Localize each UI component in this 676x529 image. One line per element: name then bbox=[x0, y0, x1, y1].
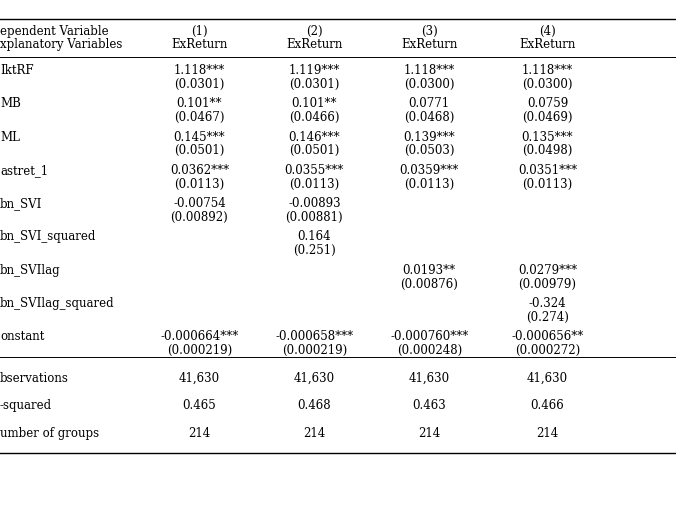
Text: 214: 214 bbox=[304, 427, 325, 440]
Text: ExReturn: ExReturn bbox=[519, 39, 576, 51]
Text: 0.463: 0.463 bbox=[412, 399, 446, 412]
Text: (0.0113): (0.0113) bbox=[289, 178, 339, 190]
Text: (4): (4) bbox=[539, 25, 556, 38]
Text: 0.0193**: 0.0193** bbox=[403, 264, 456, 277]
Text: (0.0501): (0.0501) bbox=[174, 144, 224, 157]
Text: (0.0300): (0.0300) bbox=[404, 78, 454, 90]
Text: -0.00754: -0.00754 bbox=[173, 197, 226, 210]
Text: 0.0279***: 0.0279*** bbox=[518, 264, 577, 277]
Text: (0.0469): (0.0469) bbox=[523, 111, 573, 124]
Text: astret_1: astret_1 bbox=[0, 164, 48, 177]
Text: 41,630: 41,630 bbox=[294, 372, 335, 385]
Text: 214: 214 bbox=[189, 427, 210, 440]
Text: (0.000219): (0.000219) bbox=[282, 344, 347, 357]
Text: (0.00876): (0.00876) bbox=[400, 278, 458, 290]
Text: (3): (3) bbox=[421, 25, 437, 38]
Text: bn_SVIlag_squared: bn_SVIlag_squared bbox=[0, 297, 115, 310]
Text: bservations: bservations bbox=[0, 372, 69, 385]
Text: (0.0498): (0.0498) bbox=[523, 144, 573, 157]
Text: 41,630: 41,630 bbox=[527, 372, 568, 385]
Text: (0.0113): (0.0113) bbox=[174, 178, 224, 190]
Text: ExReturn: ExReturn bbox=[401, 39, 458, 51]
Text: 1.118***: 1.118*** bbox=[522, 64, 573, 77]
Text: 214: 214 bbox=[418, 427, 440, 440]
Text: (0.0466): (0.0466) bbox=[289, 111, 339, 124]
Text: 0.466: 0.466 bbox=[531, 399, 564, 412]
Text: ExReturn: ExReturn bbox=[171, 39, 228, 51]
Text: 1.118***: 1.118*** bbox=[404, 64, 455, 77]
Text: (1): (1) bbox=[191, 25, 208, 38]
Text: (0.0503): (0.0503) bbox=[404, 144, 454, 157]
Text: (0.0301): (0.0301) bbox=[174, 78, 224, 90]
Text: bn_SVI: bn_SVI bbox=[0, 197, 43, 210]
Text: -0.324: -0.324 bbox=[529, 297, 566, 310]
Text: 0.135***: 0.135*** bbox=[522, 131, 573, 143]
Text: onstant: onstant bbox=[0, 331, 45, 343]
Text: MB: MB bbox=[0, 97, 21, 110]
Text: 0.145***: 0.145*** bbox=[174, 131, 225, 143]
Text: ExReturn: ExReturn bbox=[286, 39, 343, 51]
Text: (0.0467): (0.0467) bbox=[174, 111, 224, 124]
Text: -0.00893: -0.00893 bbox=[288, 197, 341, 210]
Text: (0.0113): (0.0113) bbox=[404, 178, 454, 190]
Text: (0.0113): (0.0113) bbox=[523, 178, 573, 190]
Text: 0.0355***: 0.0355*** bbox=[285, 164, 344, 177]
Text: 0.465: 0.465 bbox=[183, 399, 216, 412]
Text: 0.468: 0.468 bbox=[297, 399, 331, 412]
Text: 1.119***: 1.119*** bbox=[289, 64, 340, 77]
Text: umber of groups: umber of groups bbox=[0, 427, 99, 440]
Text: (0.251): (0.251) bbox=[293, 244, 336, 257]
Text: (2): (2) bbox=[306, 25, 322, 38]
Text: (0.274): (0.274) bbox=[526, 311, 569, 324]
Text: -0.000656**: -0.000656** bbox=[512, 331, 583, 343]
Text: 41,630: 41,630 bbox=[409, 372, 450, 385]
Text: (0.00892): (0.00892) bbox=[170, 211, 228, 224]
Text: (0.000248): (0.000248) bbox=[397, 344, 462, 357]
Text: -0.000658***: -0.000658*** bbox=[275, 331, 354, 343]
Text: 0.101**: 0.101** bbox=[176, 97, 222, 110]
Text: 41,630: 41,630 bbox=[179, 372, 220, 385]
Text: (0.00979): (0.00979) bbox=[518, 278, 577, 290]
Text: (0.0300): (0.0300) bbox=[523, 78, 573, 90]
Text: 0.101**: 0.101** bbox=[291, 97, 337, 110]
Text: 0.0359***: 0.0359*** bbox=[400, 164, 459, 177]
Text: bn_SVI_squared: bn_SVI_squared bbox=[0, 231, 97, 243]
Text: IktRF: IktRF bbox=[0, 64, 34, 77]
Text: 0.0362***: 0.0362*** bbox=[170, 164, 229, 177]
Text: (0.0468): (0.0468) bbox=[404, 111, 454, 124]
Text: bn_SVIlag: bn_SVIlag bbox=[0, 264, 61, 277]
Text: (0.0501): (0.0501) bbox=[289, 144, 339, 157]
Text: -0.000664***: -0.000664*** bbox=[160, 331, 239, 343]
Text: -squared: -squared bbox=[0, 399, 52, 412]
Text: (0.000272): (0.000272) bbox=[515, 344, 580, 357]
Text: ependent Variable: ependent Variable bbox=[0, 25, 109, 38]
Text: 1.118***: 1.118*** bbox=[174, 64, 225, 77]
Text: 0.139***: 0.139*** bbox=[404, 131, 455, 143]
Text: 0.164: 0.164 bbox=[297, 231, 331, 243]
Text: 0.0771: 0.0771 bbox=[409, 97, 450, 110]
Text: (0.000219): (0.000219) bbox=[167, 344, 232, 357]
Text: (0.0301): (0.0301) bbox=[289, 78, 339, 90]
Text: 0.0351***: 0.0351*** bbox=[518, 164, 577, 177]
Text: 214: 214 bbox=[537, 427, 558, 440]
Text: -0.000760***: -0.000760*** bbox=[390, 331, 468, 343]
Text: (0.00881): (0.00881) bbox=[285, 211, 343, 224]
Text: ML: ML bbox=[0, 131, 20, 143]
Text: xplanatory Variables: xplanatory Variables bbox=[0, 39, 122, 51]
Text: 0.0759: 0.0759 bbox=[527, 97, 569, 110]
Text: 0.146***: 0.146*** bbox=[289, 131, 340, 143]
